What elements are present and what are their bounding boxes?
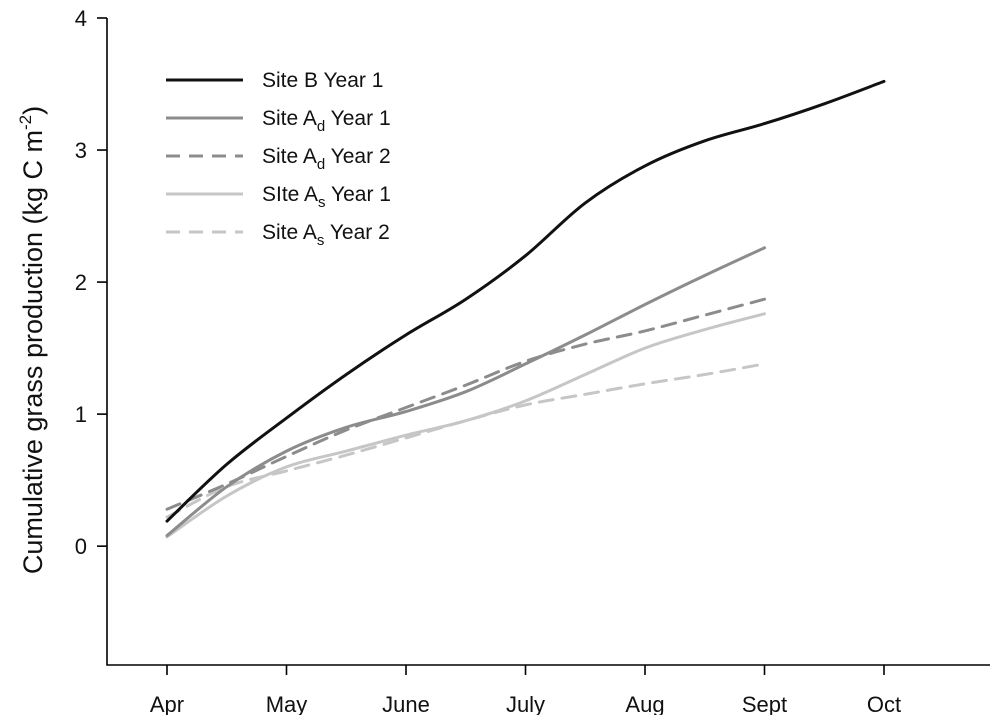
series-line-site-b-year-1 <box>165 79 886 523</box>
y-ticks: 0 1 2 3 4 <box>75 6 107 559</box>
x-tick-label: July <box>506 692 545 715</box>
y-tick-label: 4 <box>75 6 87 31</box>
x-ticks: Apr May June July Aug Sept Oct <box>150 665 901 715</box>
legend-label-site-b-year-1: Site B Year 1 <box>262 69 383 92</box>
x-tick-label: Oct <box>867 692 901 715</box>
axes <box>106 18 990 666</box>
y-axis-title: Cumulative grass production (kg C m-2) <box>16 106 48 574</box>
y-tick-label: 3 <box>75 138 87 163</box>
series-line-site-ad-year-1 <box>165 246 766 538</box>
x-tick-label: June <box>382 692 430 715</box>
y-tick-label: 1 <box>75 402 87 427</box>
legend-label-site-ad-year-2: Site Ad Year 2 <box>262 145 391 173</box>
series-line-site-as-year-1 <box>165 312 766 539</box>
legend: Site B Year 1 Site Ad Year 1 Site Ad Year … <box>166 69 391 249</box>
series-lines <box>165 79 886 539</box>
series-line-site-ad-year-2 <box>165 297 766 511</box>
x-tick-label: May <box>266 692 308 715</box>
x-tick-label: Sept <box>742 692 787 715</box>
axis-frame <box>106 18 990 666</box>
legend-label-site-as-year-1: SIte As Year 1 <box>262 183 391 211</box>
y-tick-label: 0 <box>75 534 87 559</box>
x-tick-label: Apr <box>150 692 184 715</box>
legend-label-site-ad-year-1: Site Ad Year 1 <box>262 107 391 135</box>
y-tick-label: 2 <box>75 270 87 295</box>
x-tick-label: Aug <box>625 692 664 715</box>
legend-label-site-as-year-2: Site As Year 2 <box>262 221 390 249</box>
